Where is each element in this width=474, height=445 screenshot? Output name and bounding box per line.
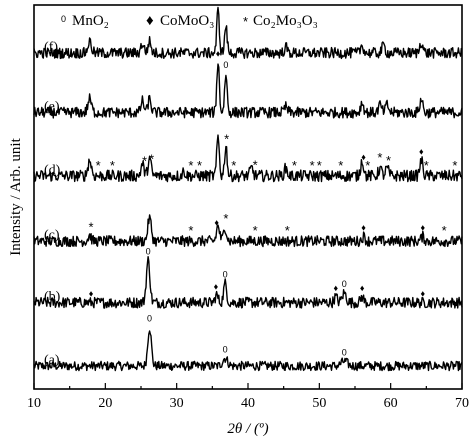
series-label: (a) xyxy=(44,353,60,368)
peak-marker-co2mo3o3: * xyxy=(197,158,202,173)
peak-marker-co2mo3o3: * xyxy=(188,223,193,238)
trace-2 xyxy=(33,214,463,248)
peak-marker-co2mo3o3: * xyxy=(365,158,370,173)
peak-marker-comoo3: ♦ xyxy=(361,152,366,162)
x-tick-label: 50 xyxy=(312,396,326,411)
x-tick-label: 10 xyxy=(27,396,41,411)
peak-marker-co2mo3o3: * xyxy=(142,154,147,169)
trace-0 xyxy=(33,330,463,372)
peak-marker-co2mo3o3: * xyxy=(452,158,457,173)
trace-1 xyxy=(33,256,463,309)
series-label: (f) xyxy=(44,40,58,55)
peak-marker-comoo3: ♦ xyxy=(360,283,365,293)
peak-marker-comoo3: ♦ xyxy=(214,282,219,292)
x-tick-label: 20 xyxy=(98,396,112,411)
peak-marker-co2mo3o3: * xyxy=(149,152,154,167)
peak-marker-comoo3: ♦ xyxy=(361,223,366,233)
peak-marker-comoo3: ♦ xyxy=(419,147,424,157)
x-tick-label: 30 xyxy=(170,396,184,411)
peak-marker-co2mo3o3: * xyxy=(424,158,429,173)
peak-marker-co2mo3o3: * xyxy=(285,223,290,238)
peak-markers: 00 0♦0♦0♦ 0 ♦♦* *♦ ** * ♦ ♦ ** * * * * *** * * * * *♦** *♦* *… xyxy=(89,49,458,358)
peak-marker-comoo3: ♦ xyxy=(214,217,219,227)
peak-marker-co2mo3o3: * xyxy=(310,158,315,173)
legend-symbol-co2mo3o3: * xyxy=(243,14,248,29)
x-tick-label: 60 xyxy=(384,396,398,411)
peak-marker-co2mo3o3: * xyxy=(317,158,322,173)
peak-marker-mno2: 0 xyxy=(146,246,151,256)
plot-frame xyxy=(33,4,463,390)
series-label: (b) xyxy=(44,290,61,305)
series-label: (e) xyxy=(44,100,60,115)
x-tick-label: 40 xyxy=(241,396,255,411)
peak-marker-mno2: 0 xyxy=(223,344,228,354)
legend-symbol-mno2: 0 xyxy=(61,14,66,24)
series-labels: (a) (b) (c) (d) (e) (f) xyxy=(44,40,61,368)
legend: 0 MnO₂ ♦ CoMoO₃ * Co₂Mo₃O₃ xyxy=(61,13,318,29)
peak-marker-comoo3: ♦ xyxy=(89,289,94,299)
series-label: (c) xyxy=(44,228,60,243)
x-axis: 10 20 30 40 50 60 70 xyxy=(27,383,469,411)
peak-marker-co2mo3o3: * xyxy=(223,211,228,226)
trace-3 xyxy=(33,134,463,183)
peak-marker-co2mo3o3: * xyxy=(292,158,297,173)
legend-label-mno2: MnO₂ xyxy=(72,13,109,29)
trace-4 xyxy=(33,63,463,119)
peak-marker-mno2: 0 xyxy=(342,347,347,357)
peak-marker-co2mo3o3: * xyxy=(96,158,101,173)
peak-marker-co2mo3o3: * xyxy=(377,150,382,165)
peak-marker-co2mo3o3: * xyxy=(253,157,258,172)
peak-marker-comoo3: ♦ xyxy=(420,223,425,233)
peak-marker-co2mo3o3: * xyxy=(110,158,115,173)
legend-symbol-comoo3: ♦ xyxy=(146,13,154,29)
peak-marker-co2mo3o3: * xyxy=(386,153,391,168)
peak-marker-co2mo3o3: * xyxy=(231,158,236,173)
x-axis-title: 2θ / (º) xyxy=(227,421,268,437)
trace-5 xyxy=(33,6,463,60)
legend-label-comoo3: CoMoO₃ xyxy=(160,13,214,29)
peak-marker-co2mo3o3: * xyxy=(89,219,94,234)
peak-marker-mno2: 0 xyxy=(342,279,347,289)
legend-label-co2mo3o3: Co₂Mo₃O₃ xyxy=(253,13,318,29)
traces xyxy=(33,6,463,372)
peak-marker-comoo3: ♦ xyxy=(333,283,338,293)
peak-marker-mno2: 0 xyxy=(147,314,152,324)
peak-marker-co2mo3o3: * xyxy=(442,223,447,238)
peak-marker-co2mo3o3: * xyxy=(224,132,229,147)
peak-marker-comoo3: ♦ xyxy=(420,289,425,299)
series-label: (d) xyxy=(44,163,61,178)
peak-marker-co2mo3o3: * xyxy=(338,158,343,173)
peak-marker-co2mo3o3: * xyxy=(188,158,193,173)
peak-marker-mno2: 0 xyxy=(223,269,228,279)
x-tick-label: 70 xyxy=(455,396,469,411)
peak-marker-mno2: 0 xyxy=(223,60,228,70)
peak-marker-comoo3: ♦ xyxy=(216,49,221,59)
y-axis-title: Intensity / Arb. unit xyxy=(8,137,24,255)
peak-marker-co2mo3o3: * xyxy=(253,223,258,238)
